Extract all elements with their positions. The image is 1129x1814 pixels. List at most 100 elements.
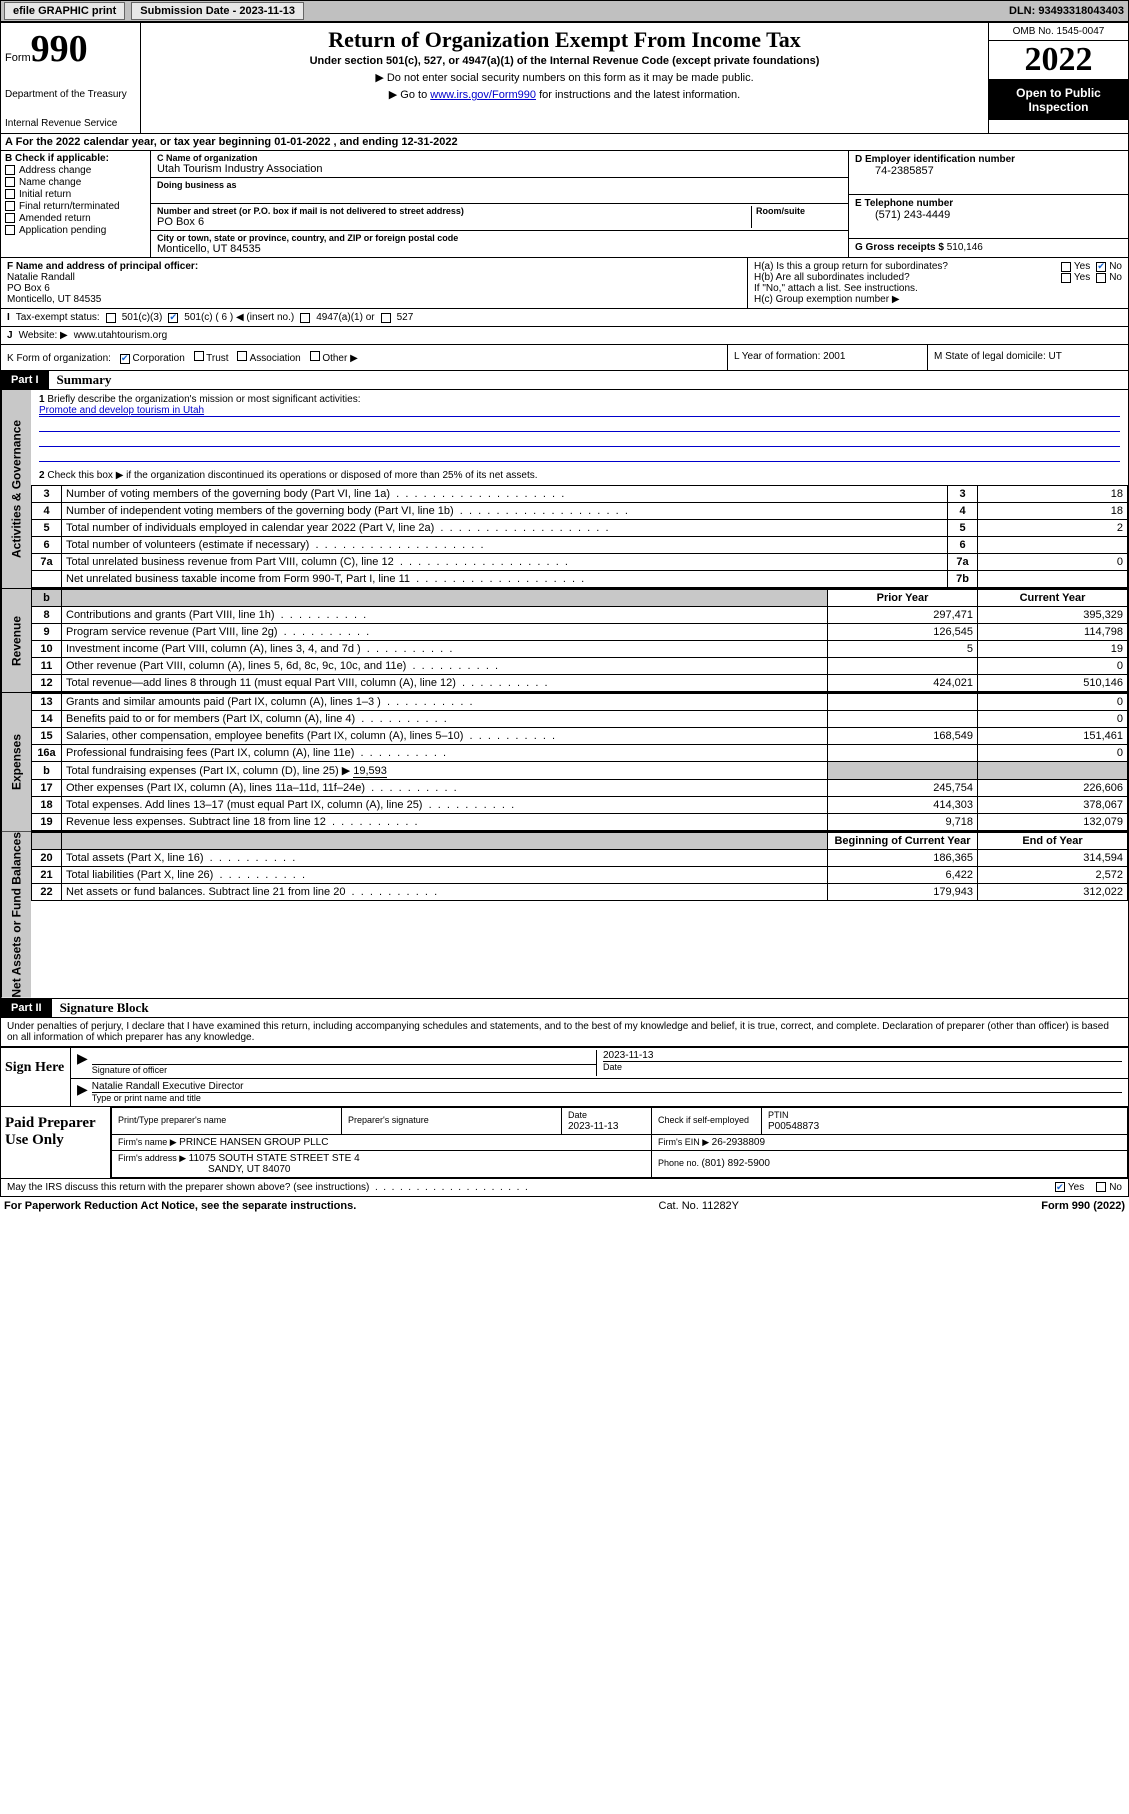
ha-no-checkbox[interactable] [1096, 262, 1106, 272]
table-governance: 3Number of voting members of the governi… [31, 485, 1128, 588]
table-row: 16aProfessional fundraising fees (Part I… [32, 745, 1128, 762]
e-phone-label: E Telephone number [855, 198, 1122, 209]
c-city-label: City or town, state or province, country… [157, 233, 842, 243]
i-501c-checkbox[interactable] [168, 313, 178, 323]
b-checkbox[interactable] [5, 189, 15, 199]
period-pre: For the 2022 calendar year, or tax year … [16, 136, 275, 148]
irs-link[interactable]: www.irs.gov/Form990 [430, 89, 536, 101]
i-501c3: 501(c)(3) [122, 312, 163, 323]
side-netassets: Net Assets or Fund Balances [1, 832, 31, 998]
col-h: H(a) Is this a group return for subordin… [748, 258, 1128, 308]
row-i: I Tax-exempt status: 501(c)(3) 501(c) ( … [0, 309, 1129, 327]
side-expenses: Expenses [1, 693, 31, 831]
omb-number: OMB No. 1545-0047 [989, 23, 1128, 41]
c-dba-label: Doing business as [157, 180, 842, 190]
section-expenses: Expenses 13Grants and similar amounts pa… [0, 693, 1129, 832]
part-ii-header: Part II Signature Block [0, 999, 1129, 1018]
submission-date-button[interactable]: Submission Date - 2023-11-13 [131, 2, 304, 20]
table-row: Beginning of Current YearEnd of Year [32, 833, 1128, 850]
footer-form: Form 990 (2022) [1041, 1200, 1125, 1212]
header-left: Form990 Department of the Treasury Inter… [1, 23, 141, 133]
b-check-label: Address change [19, 165, 91, 176]
k-label: Form of organization: [16, 353, 111, 364]
table-row: 8Contributions and grants (Part VIII, li… [32, 607, 1128, 624]
hb-no-checkbox[interactable] [1096, 273, 1106, 283]
firm-name-label: Firm's name ▶ [118, 1137, 179, 1147]
b-checkbox[interactable] [5, 165, 15, 175]
yes-label: Yes [1074, 261, 1090, 272]
hb-note: If "No," attach a list. See instructions… [754, 283, 1122, 294]
part-ii-num: Part II [1, 1000, 52, 1016]
d-ein: 74-2385857 [855, 165, 1122, 177]
section-netassets: Net Assets or Fund Balances Beginning of… [0, 832, 1129, 999]
preparer-block: Paid Preparer Use Only Print/Type prepar… [0, 1107, 1129, 1179]
org-street: PO Box 6 [157, 216, 747, 228]
f-label: F Name and address of principal officer: [7, 261, 741, 272]
i-527-checkbox[interactable] [381, 313, 391, 323]
header-center: Return of Organization Exempt From Incom… [141, 23, 988, 133]
row-a-period: A For the 2022 calendar year, or tax yea… [0, 134, 1129, 151]
l-val: 2001 [823, 351, 845, 362]
table-row: 6Total number of volunteers (estimate if… [32, 537, 1128, 554]
note2-post: for instructions and the latest informat… [536, 89, 740, 101]
i-527: 527 [397, 312, 414, 323]
firm-addr2: SANDY, UT 84070 [208, 1164, 290, 1175]
k-trust-checkbox[interactable] [194, 351, 204, 361]
firm-addr-label: Firm's address ▶ [118, 1153, 189, 1163]
officer-name: Natalie Randall Executive Director [92, 1081, 1122, 1093]
k-corp-checkbox[interactable] [120, 354, 130, 364]
sign-here-label: Sign Here [1, 1048, 71, 1106]
b-checkbox[interactable] [5, 201, 15, 211]
f-addr2: Monticello, UT 84535 [7, 294, 741, 305]
b-checkbox[interactable] [5, 177, 15, 187]
table-row: 9Program service revenue (Part VIII, lin… [32, 624, 1128, 641]
period-end: 12-31-2022 [401, 136, 457, 148]
side-revenue: Revenue [1, 589, 31, 692]
discuss-yes-checkbox[interactable] [1055, 1182, 1065, 1192]
table-row: 22Net assets or fund balances. Subtract … [32, 884, 1128, 901]
firm-addr1: 11075 SOUTH STATE STREET STE 4 [189, 1153, 360, 1164]
efile-print-button[interactable]: efile GRAPHIC print [4, 2, 125, 20]
table-row: 14Benefits paid to or for members (Part … [32, 711, 1128, 728]
e-phone: (571) 243-4449 [855, 209, 1122, 221]
form-header: Form990 Department of the Treasury Inter… [0, 22, 1129, 134]
hb-yes-checkbox[interactable] [1061, 273, 1071, 283]
table-row: 11Other revenue (Part VIII, column (A), … [32, 658, 1128, 675]
table-revenue: bPrior YearCurrent Year8Contributions an… [31, 589, 1128, 692]
k-assoc-checkbox[interactable] [237, 351, 247, 361]
i-4947-checkbox[interactable] [300, 313, 310, 323]
preparer-title: Paid Preparer Use Only [1, 1107, 111, 1178]
table-row: 12Total revenue—add lines 8 through 11 (… [32, 675, 1128, 692]
part-i-title: Summary [49, 371, 1128, 389]
header-right: OMB No. 1545-0047 2022 Open to Public In… [988, 23, 1128, 133]
discuss-no-checkbox[interactable] [1096, 1182, 1106, 1192]
mission-text[interactable]: Promote and develop tourism in Utah [39, 405, 204, 416]
i-501c3-checkbox[interactable] [106, 313, 116, 323]
table-row: 7aTotal unrelated business revenue from … [32, 554, 1128, 571]
footer-catno: Cat. No. 11282Y [356, 1200, 1041, 1212]
arrow-icon: ▶ [77, 1081, 88, 1104]
org-name: Utah Tourism Industry Association [157, 163, 842, 175]
prep-name-label: Print/Type preparer's name [118, 1115, 226, 1125]
dln: DLN: 93493318043403 [1009, 5, 1128, 17]
b-checkbox[interactable] [5, 225, 15, 235]
form-title: Return of Organization Exempt From Incom… [145, 27, 984, 53]
table-row: 10Investment income (Part VIII, column (… [32, 641, 1128, 658]
b-checkbox[interactable] [5, 213, 15, 223]
k-other-checkbox[interactable] [310, 351, 320, 361]
b-check-label: Application pending [19, 225, 106, 236]
open-to-public: Open to Public Inspection [989, 80, 1128, 120]
dln-value: 93493318043403 [1038, 5, 1124, 17]
table-netassets: Beginning of Current YearEnd of Year20To… [31, 832, 1128, 901]
form-number: 990 [31, 28, 88, 70]
section-governance: Activities & Governance 1 Briefly descri… [0, 390, 1129, 589]
b-check-label: Name change [19, 177, 81, 188]
b-check-item: Amended return [5, 213, 146, 224]
col-d: D Employer identification number 74-2385… [848, 151, 1128, 257]
note2-pre: ▶ Go to [389, 89, 430, 101]
section-revenue: Revenue bPrior YearCurrent Year8Contribu… [0, 589, 1129, 693]
ha-yes-checkbox[interactable] [1061, 262, 1071, 272]
form-note-ssn: ▶ Do not enter social security numbers o… [145, 71, 984, 84]
c-street-label: Number and street (or P.O. box if mail i… [157, 206, 747, 216]
part-i-num: Part I [1, 372, 49, 388]
